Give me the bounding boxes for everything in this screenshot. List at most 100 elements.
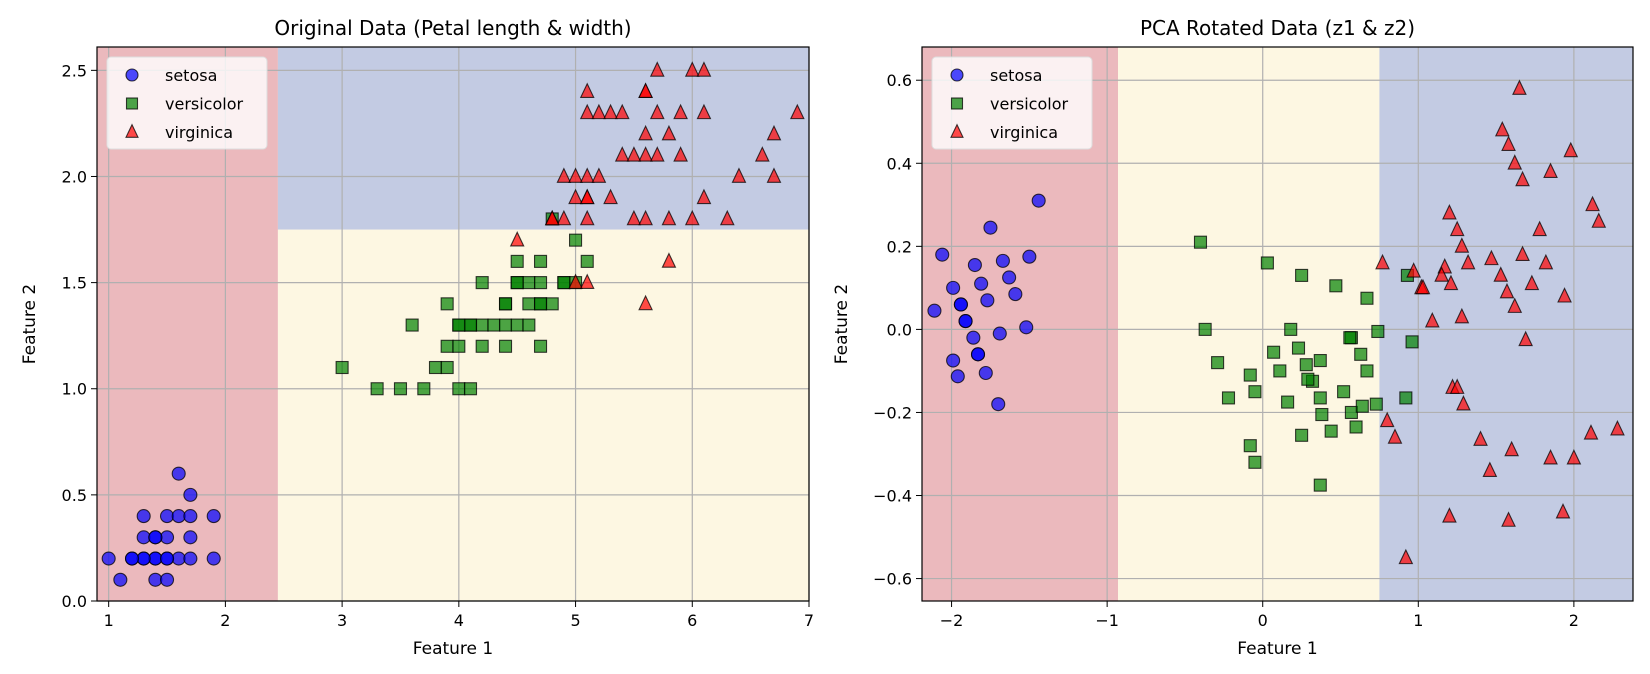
chart-title: Original Data (Petal length & width): [274, 16, 631, 40]
data-point-versicolor: [1295, 268, 1309, 282]
data-point-setosa: [1031, 193, 1046, 208]
data-point-virginica: [649, 103, 665, 120]
data-point-virginica: [1563, 141, 1579, 158]
data-point-virginica: [1443, 274, 1459, 291]
data-point-setosa: [958, 314, 973, 329]
data-point-setosa: [1008, 287, 1023, 302]
x-tick-label: −1: [1095, 611, 1119, 630]
data-point-versicolor: [428, 360, 443, 375]
data-point-virginica: [603, 103, 618, 120]
data-point-versicolor: [463, 318, 478, 332]
data-point-versicolor: [522, 318, 536, 332]
data-point-versicolor: [1329, 279, 1343, 293]
data-point-setosa: [978, 365, 993, 381]
data-point-virginica: [1454, 307, 1470, 324]
data-point-virginica: [1499, 282, 1515, 299]
legend-label-versicolor: versicolor: [990, 95, 1068, 114]
data-point-versicolor: [475, 276, 489, 290]
data-point-virginica: [661, 252, 677, 268]
data-point-versicolor: [1248, 385, 1262, 399]
data-point-virginica: [1442, 507, 1457, 523]
data-point-versicolor: [1267, 345, 1281, 359]
data-point-versicolor: [1349, 420, 1363, 434]
legend-marker-setosa: [950, 68, 964, 82]
data-point-virginica: [568, 273, 583, 289]
data-point-versicolor: [1371, 324, 1385, 339]
data-point-versicolor: [1260, 256, 1274, 270]
data-point-virginica: [556, 209, 572, 226]
x-tick-label: 6: [687, 611, 697, 630]
data-point-versicolor: [1198, 322, 1212, 336]
data-point-versicolor: [1248, 455, 1262, 469]
data-point-versicolor: [475, 339, 489, 353]
decision-region-versicolor: [1118, 47, 1380, 601]
data-point-versicolor: [1315, 407, 1329, 422]
data-point-setosa: [183, 487, 198, 502]
data-point-setosa: [101, 551, 116, 566]
legend-label-setosa: setosa: [990, 66, 1042, 85]
data-point-virginica: [1524, 274, 1540, 291]
data-point-versicolor: [370, 382, 384, 396]
data-point-virginica: [1415, 278, 1431, 295]
data-point-setosa: [966, 330, 981, 345]
data-point-virginica: [1406, 262, 1422, 278]
data-point-versicolor: [510, 254, 524, 268]
y-tick-label: 2.5: [62, 61, 87, 80]
data-point-virginica: [1398, 548, 1414, 565]
legend-box: [106, 56, 268, 150]
data-point-setosa: [970, 347, 986, 362]
data-point-virginica: [661, 124, 677, 141]
data-point-versicolor: [1324, 424, 1338, 438]
data-point-versicolor: [1354, 347, 1368, 361]
data-point-versicolor: [335, 360, 349, 375]
data-point-virginica: [638, 294, 653, 311]
y-tick-label: 0.2: [887, 237, 912, 256]
legend-marker-versicolor: [125, 97, 139, 110]
data-point-versicolor: [510, 276, 524, 290]
data-point-virginica: [696, 188, 712, 205]
data-point-versicolor: [1281, 395, 1295, 409]
data-point-versicolor: [487, 318, 501, 332]
data-point-virginica: [1518, 330, 1534, 347]
data-point-virginica: [1494, 120, 1510, 137]
data-point-virginica: [1543, 162, 1558, 178]
legend-box: [931, 56, 1093, 150]
x-tick-label: 1: [104, 611, 114, 630]
data-point-virginica: [568, 188, 583, 205]
legend-label-virginica: virginica: [165, 123, 233, 142]
data-point-virginica: [1515, 170, 1530, 187]
data-point-virginica: [591, 167, 607, 183]
data-point-virginica: [673, 103, 688, 120]
data-point-setosa: [159, 530, 175, 545]
data-point-virginica: [649, 146, 665, 162]
data-point-virginica: [1504, 440, 1520, 457]
data-point-virginica: [696, 61, 712, 77]
y-tick-label: 1.5: [62, 274, 87, 293]
data-point-virginica: [579, 82, 595, 98]
data-point-virginica: [568, 167, 583, 183]
data-point-versicolor: [522, 276, 536, 290]
data-point-setosa: [946, 280, 961, 295]
data-point-setosa: [1002, 270, 1017, 285]
data-point-versicolor: [533, 339, 548, 353]
data-point-versicolor: [1360, 291, 1374, 305]
chart-title: PCA Rotated Data (z1 & z2): [1140, 16, 1415, 40]
data-point-setosa: [171, 551, 186, 566]
y-tick-label: 2.0: [62, 167, 87, 186]
data-point-versicolor: [1211, 356, 1225, 370]
data-point-versicolor: [452, 318, 466, 332]
data-point-virginica: [766, 167, 782, 183]
data-point-virginica: [626, 146, 642, 162]
x-tick-label: 1: [1413, 611, 1423, 630]
data-point-virginica: [1501, 135, 1516, 151]
data-point-setosa: [953, 297, 968, 312]
data-point-versicolor: [498, 339, 513, 353]
x-tick-label: 5: [570, 611, 580, 630]
plot-frame: [96, 46, 810, 602]
data-point-versicolor: [1343, 331, 1357, 345]
y-tick-label: −0.6: [873, 570, 912, 589]
data-point-setosa: [980, 293, 995, 308]
data-point-virginica: [649, 61, 665, 77]
data-point-versicolor: [1369, 397, 1383, 411]
